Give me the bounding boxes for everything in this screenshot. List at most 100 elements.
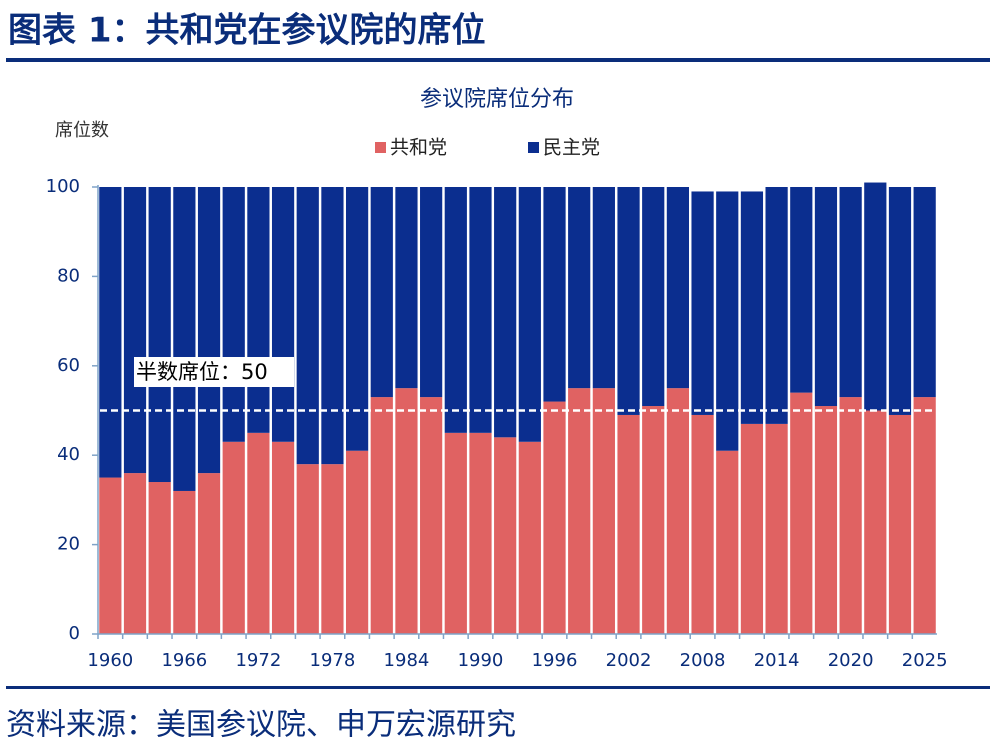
x-tick-label: 1966 bbox=[161, 650, 207, 671]
bar-segment bbox=[469, 432, 492, 634]
bar-segment bbox=[123, 187, 147, 474]
bar-segment bbox=[148, 482, 171, 634]
bar-segment bbox=[247, 432, 270, 634]
bar-segment bbox=[765, 423, 788, 634]
bar-segment bbox=[642, 406, 665, 634]
bar-segment bbox=[790, 392, 813, 634]
bar-segment bbox=[420, 187, 443, 398]
bar-segment bbox=[790, 187, 813, 393]
y-tick-label: 80 bbox=[57, 265, 80, 286]
source: 资料来源：美国参议院、申万宏源研究 bbox=[6, 708, 516, 743]
bar-segment bbox=[592, 187, 615, 389]
bar-segment bbox=[888, 414, 912, 634]
y-tick-label: 100 bbox=[46, 176, 80, 197]
bar-segment bbox=[814, 406, 838, 634]
bar-segment bbox=[420, 397, 443, 634]
bar-segment bbox=[395, 388, 418, 634]
bar-segment bbox=[592, 388, 615, 634]
x-tick-label: 1972 bbox=[235, 650, 281, 671]
bar-segment bbox=[716, 191, 739, 451]
bar-segment bbox=[370, 397, 393, 634]
y-tick-label: 40 bbox=[57, 444, 80, 465]
bar-segment bbox=[568, 388, 591, 634]
bar-segment bbox=[543, 187, 566, 402]
bar-segment bbox=[494, 437, 517, 634]
legend-label: 共和党 bbox=[390, 137, 447, 159]
page-title: 图表 1：共和党在参议院的席位 bbox=[8, 11, 486, 51]
bar-segment bbox=[148, 187, 171, 483]
x-tick-label: 1960 bbox=[87, 650, 133, 671]
bar-segment bbox=[765, 187, 788, 424]
x-tick-label: 2002 bbox=[606, 650, 652, 671]
bar-segment bbox=[617, 187, 640, 415]
bar-segment bbox=[345, 450, 369, 634]
bar-segment bbox=[222, 441, 245, 634]
bar-segment bbox=[642, 187, 665, 407]
annotation-label: 半数席位：50 bbox=[136, 360, 268, 384]
bar-segment bbox=[99, 187, 122, 478]
bar-segment bbox=[543, 401, 566, 634]
bar-segment bbox=[518, 187, 541, 442]
bar-segment bbox=[568, 187, 591, 389]
bar-segment bbox=[864, 182, 887, 411]
x-tick-label: 2014 bbox=[754, 650, 800, 671]
bar-segment bbox=[321, 187, 344, 465]
annotation-bg bbox=[134, 357, 294, 387]
bar-segment bbox=[691, 191, 714, 415]
bar-segment bbox=[123, 473, 147, 634]
bar-segment bbox=[740, 191, 764, 424]
bar-segment bbox=[197, 187, 221, 474]
bar-segment bbox=[271, 187, 295, 442]
chart-title: 参议院席位分布 bbox=[420, 87, 574, 112]
bar-segment bbox=[617, 414, 640, 634]
bar-segment bbox=[666, 388, 690, 634]
bar-segment bbox=[99, 477, 122, 634]
bar-segment bbox=[345, 187, 369, 451]
bar-segment bbox=[395, 187, 418, 389]
bar-segment bbox=[864, 410, 887, 634]
bar-segment bbox=[716, 450, 739, 634]
x-tick-label: 2008 bbox=[680, 650, 726, 671]
bar-segment bbox=[518, 441, 541, 634]
x-tick-label: 1984 bbox=[384, 650, 430, 671]
title-rule bbox=[6, 58, 990, 62]
bar-segment bbox=[197, 473, 221, 634]
bar-segment bbox=[173, 187, 196, 491]
bar-segment bbox=[691, 414, 714, 634]
bar-segment bbox=[222, 187, 245, 442]
bar-segment bbox=[469, 187, 492, 433]
x-tick-label: 1996 bbox=[532, 650, 578, 671]
bar-segment bbox=[814, 187, 838, 407]
bar-segment bbox=[444, 187, 467, 433]
bar-segment bbox=[247, 187, 270, 433]
y-tick-label: 0 bbox=[69, 623, 80, 644]
y-axis-label: 席位数 bbox=[55, 120, 109, 141]
x-tick-label: 1978 bbox=[310, 650, 356, 671]
legend-swatch bbox=[528, 142, 539, 153]
y-tick-label: 60 bbox=[57, 355, 80, 376]
bar-segment bbox=[370, 187, 393, 398]
bar-segment bbox=[913, 397, 936, 634]
legend-label: 民主党 bbox=[543, 137, 600, 159]
bar-segment bbox=[271, 441, 295, 634]
x-tick-label: 2025 bbox=[902, 650, 948, 671]
y-tick-label: 20 bbox=[57, 534, 80, 555]
legend-swatch bbox=[375, 142, 386, 153]
bar-segment bbox=[740, 423, 764, 634]
bar-segment bbox=[839, 187, 862, 398]
x-tick-label: 1990 bbox=[458, 650, 504, 671]
bar-segment bbox=[888, 187, 912, 415]
bar-segment bbox=[296, 464, 319, 634]
bar-segment bbox=[321, 464, 344, 634]
bar-segment bbox=[444, 432, 467, 634]
bar-segment bbox=[913, 187, 936, 398]
bar-segment bbox=[666, 187, 690, 389]
footer-rule bbox=[6, 686, 990, 689]
bar-segment bbox=[494, 187, 517, 438]
x-tick-label: 2020 bbox=[828, 650, 874, 671]
bar-segment bbox=[839, 397, 862, 634]
bar-segment bbox=[173, 490, 196, 634]
bar-segment bbox=[296, 187, 319, 465]
